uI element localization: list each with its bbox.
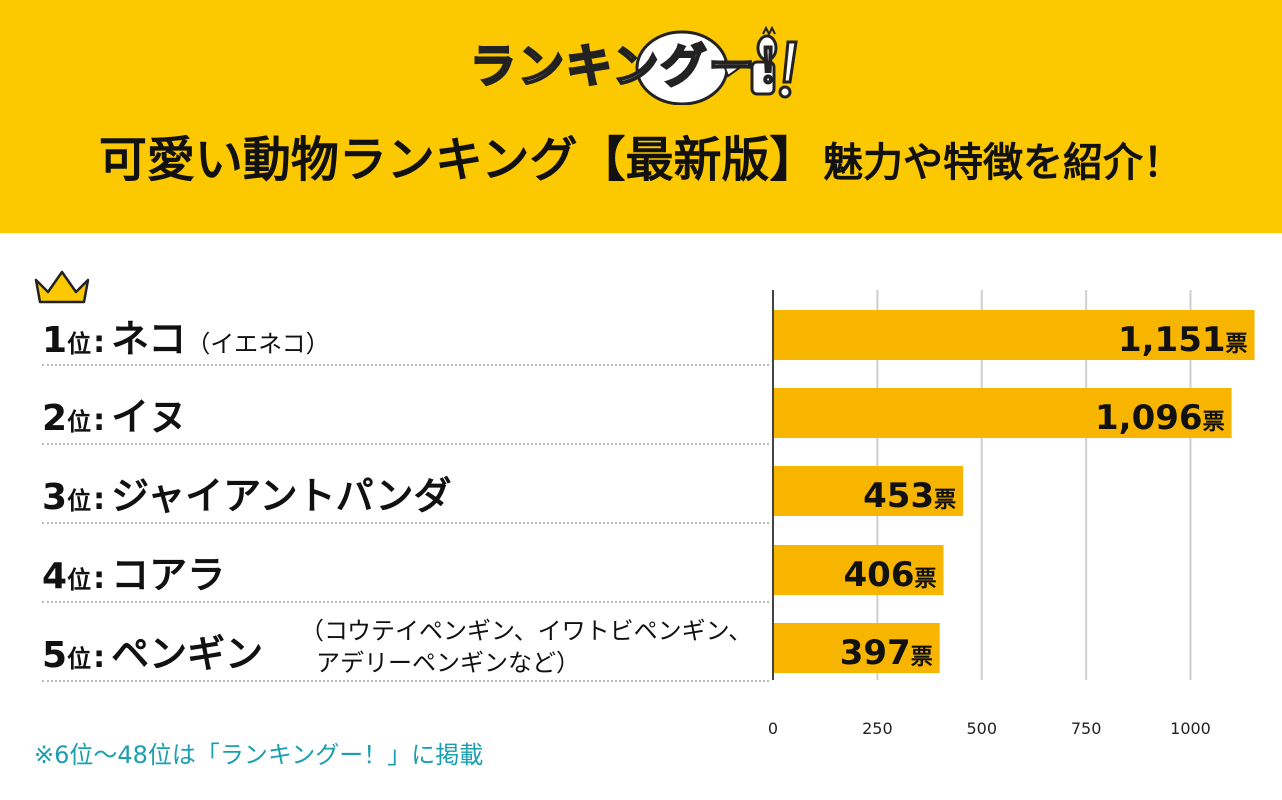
rank-colon: : [93,561,106,596]
bar [774,466,964,516]
rank-row-1: 1位: ネコ（イエネコ） [42,308,330,378]
rank-colon: : [93,403,106,438]
rank-row-3: 3位: ジャイアントパンダ [42,465,452,535]
rank-row-4: 4位: コアラ [42,544,225,614]
animal-name: コアラ [111,553,226,597]
title-main: 可愛い動物ランキング【最新版】 [98,132,818,188]
bar-value-label: 1,096票 [1095,398,1225,438]
rank-colon: : [93,325,106,360]
bar [774,388,1232,438]
row-divider [42,364,769,366]
rank-suffix: 位 [67,330,92,358]
ranking-goo-logo[interactable]: ランキングー！ [469,20,815,105]
title-sub: 魅力や特徴を紹介！ [823,140,1184,186]
row-divider [42,601,769,603]
header-banner: ランキングー！ 可愛い動物ランキング【最新版】 魅力や特徴を紹介！ [0,0,1282,233]
rank-number: 5 [42,635,68,676]
rank-suffix: 位 [67,487,92,515]
logo-bubble [635,25,798,105]
bar-value-label: 406票 [844,555,937,595]
rank-number: 1 [42,320,68,361]
x-tick-label: 750 [1071,719,1102,738]
vote-bar-chart: 0 250 500 750 1000 1,151票 1,096票 453票 406票 397票 [768,290,1255,738]
bar [774,310,1255,360]
rank-number: 3 [42,477,68,518]
rank-colon: : [93,482,106,517]
bar-value-label: 1,151票 [1118,320,1248,360]
crown-icon [34,270,90,304]
footer-note[interactable]: ※6位〜48位は「ランキングー！」に掲載 [34,741,484,769]
animal-name: ネコ [111,317,187,361]
animal-note: （コウテイペンギン、イワトビペンギン、 [300,617,753,645]
rank-suffix: 位 [67,566,92,594]
rank-number: 4 [42,556,68,597]
rank-row-2: 2位: イヌ [42,386,187,456]
animal-name: ペンギン [111,632,264,676]
x-tick-label: 250 [862,719,893,738]
bar [774,545,944,595]
animal-name: イヌ [111,395,188,439]
animal-note-line2: アデリーペンギンなど） [316,649,580,677]
x-tick-label: 1000 [1170,719,1211,738]
animal-name: ジャイアントパンダ [111,474,452,518]
bar-value-label: 453票 [863,476,956,516]
x-tick-label: 500 [966,719,997,738]
rank-row-5: 5位: ペンギン [42,623,263,693]
bar-value-label: 397票 [840,633,933,673]
logo-text: ランキングー！ [469,38,805,95]
x-tick-label: 0 [768,719,778,738]
thumbs-up-bird-icon [750,25,798,99]
rank-suffix: 位 [67,645,92,673]
animal-note: （イエネコ） [186,330,330,358]
bar [774,623,940,673]
page-title: 可愛い動物ランキング【最新版】 魅力や特徴を紹介！ [0,120,1282,190]
rank-colon: : [93,640,106,675]
row-divider [42,680,769,682]
rank-number: 2 [42,398,68,439]
rank-suffix: 位 [67,408,92,436]
row-divider [42,522,769,524]
row-divider [42,443,769,445]
